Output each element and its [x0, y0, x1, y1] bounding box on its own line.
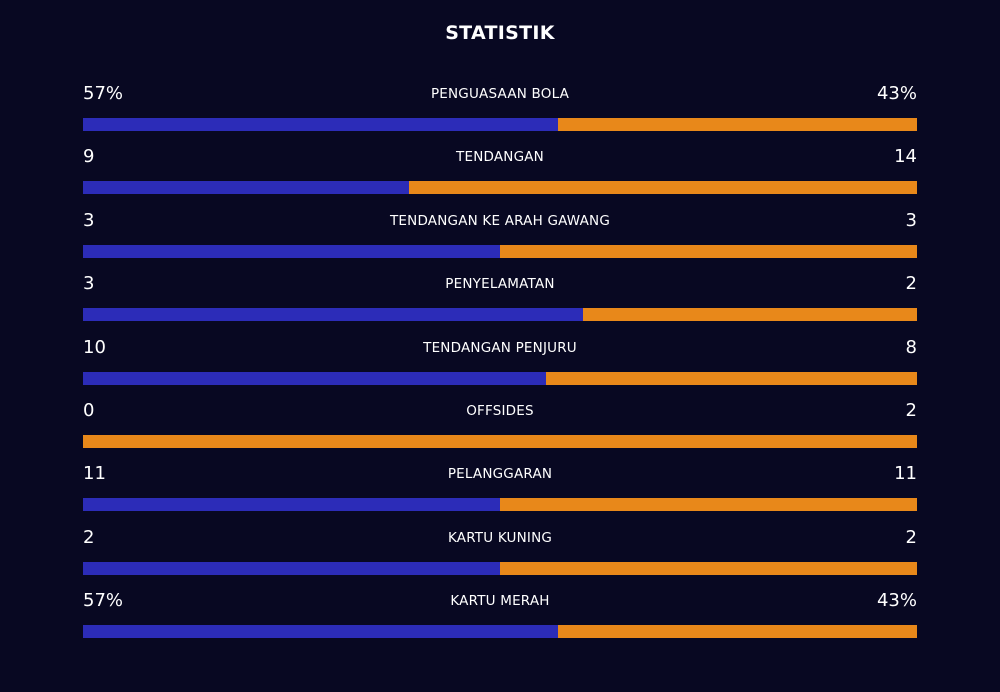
stat-header: 3 PENYELAMATAN 2: [83, 270, 917, 308]
stat-row-kartu-merah: 57% KARTU MERAH 43%: [83, 587, 917, 650]
comparison-bar: [83, 498, 917, 512]
stat-row-tendangan: 9 TENDANGAN 14: [83, 143, 917, 206]
stat-row-penyelamatan: 3 PENYELAMATAN 2: [83, 270, 917, 333]
away-value: 8: [905, 336, 917, 358]
stat-header: 9 TENDANGAN 14: [83, 143, 917, 181]
away-value: 3: [905, 209, 917, 231]
comparison-bar: [83, 118, 917, 131]
away-bar-fill: [500, 561, 917, 575]
away-bar-fill: [409, 181, 917, 195]
stat-label: PENYELAMATAN: [445, 276, 555, 293]
home-bar-fill: [83, 308, 584, 322]
stat-label: TENDANGAN PENJURU: [423, 339, 577, 356]
comparison-bar: [83, 371, 917, 385]
home-value: 57%: [83, 83, 124, 104]
home-bar-fill: [83, 498, 500, 512]
away-value: 14: [894, 146, 917, 168]
away-value: 2: [905, 273, 917, 295]
stat-row-tendangan-ke-arah-gawang: 3 TENDANGAN KE ARAH GAWANG 3: [83, 207, 917, 270]
home-value: 57%: [83, 590, 124, 612]
stat-header: 0 OFFSIDES 2: [83, 397, 917, 435]
away-value: 2: [905, 526, 917, 548]
comparison-bar: [83, 308, 917, 322]
away-value: 43%: [876, 590, 917, 612]
stat-header: 11 PELANGGARAN 11: [83, 460, 917, 498]
away-bar-fill: [500, 498, 917, 512]
stat-header: 2 KARTU KUNING 2: [83, 524, 917, 562]
stat-header: 10 TENDANGAN PENJURU 8: [83, 334, 917, 372]
away-bar-fill: [83, 434, 917, 448]
away-bar-fill: [583, 308, 917, 322]
home-value: 3: [83, 273, 95, 295]
home-value: 3: [83, 209, 95, 231]
home-value: 2: [83, 526, 95, 548]
stat-row-pelanggaran: 11 PELANGGARAN 11: [83, 460, 917, 523]
stat-row-tendangan-penjuru: 10 TENDANGAN PENJURU 8: [83, 334, 917, 397]
stats-list: 57% PENGUASAAN BOLA 43% 9 TENDANGAN 14 3…: [83, 80, 917, 651]
stat-header: 57% KARTU MERAH 43%: [83, 587, 917, 625]
home-value: 11: [83, 463, 106, 485]
stat-label: OFFSIDES: [466, 402, 534, 419]
home-bar-fill: [83, 244, 500, 258]
stat-header: 57% PENGUASAAN BOLA 43%: [83, 80, 917, 118]
home-bar-fill: [83, 625, 559, 639]
home-value: 10: [83, 336, 106, 358]
home-bar-fill: [83, 561, 500, 575]
away-value: 11: [894, 463, 917, 485]
home-value: 0: [83, 399, 95, 421]
away-bar-fill: [546, 371, 917, 385]
away-bar-fill: [558, 625, 917, 639]
comparison-bar: [83, 181, 917, 195]
page-title: STATISTIK: [445, 22, 555, 44]
comparison-bar: [83, 561, 917, 575]
comparison-bar: [83, 244, 917, 258]
stat-label: TENDANGAN: [456, 149, 544, 166]
stat-row-penguasaan-bola: 57% PENGUASAAN BOLA 43%: [83, 80, 917, 143]
away-value: 43%: [876, 83, 917, 104]
stat-label: KARTU KUNING: [447, 529, 553, 546]
away-value: 2: [905, 399, 917, 421]
stat-label: PENGUASAAN BOLA: [430, 86, 570, 102]
stat-header: 3 TENDANGAN KE ARAH GAWANG 3: [83, 207, 917, 245]
home-bar-fill: [83, 181, 410, 195]
home-value: 9: [83, 146, 95, 168]
comparison-bar: [83, 625, 917, 639]
stat-row-kartu-kuning: 2 KARTU KUNING 2: [83, 524, 917, 587]
stat-label: PELANGGARAN: [447, 466, 553, 483]
away-bar-fill: [558, 118, 917, 131]
home-bar-fill: [83, 371, 547, 385]
stat-row-offsides: 0 OFFSIDES 2: [83, 397, 917, 460]
stat-label: KARTU MERAH: [450, 593, 550, 610]
comparison-bar: [83, 434, 917, 448]
home-bar-fill: [83, 118, 559, 131]
away-bar-fill: [500, 244, 917, 258]
stat-label: TENDANGAN KE ARAH GAWANG: [389, 212, 611, 229]
